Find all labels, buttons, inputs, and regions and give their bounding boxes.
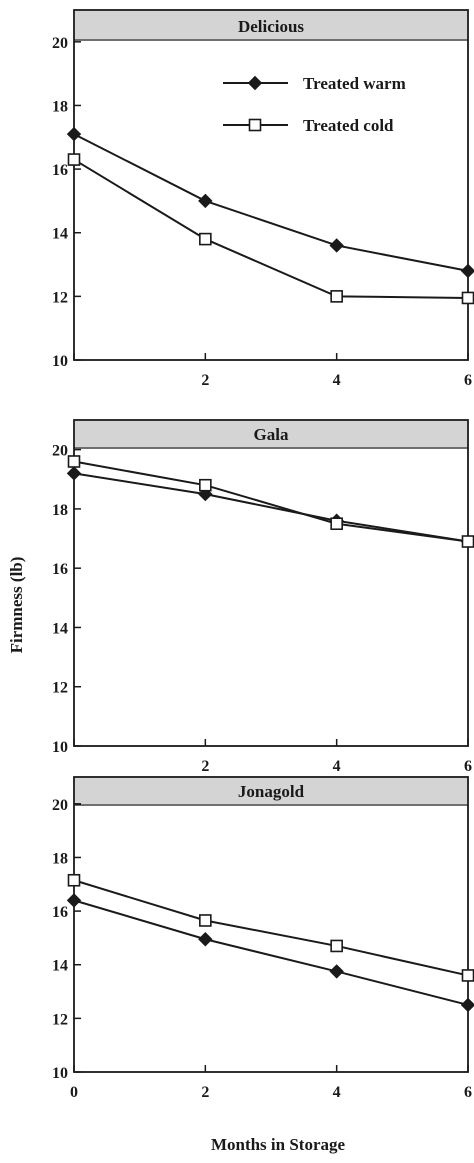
series-line-treated-cold <box>73 158 469 299</box>
x-tick-label: 2 <box>201 1084 209 1101</box>
x-tick-label: 6 <box>464 758 472 775</box>
x-tick-label: 0 <box>70 1084 78 1101</box>
y-tick-label: 16 <box>52 561 68 578</box>
plot-frame <box>73 9 469 361</box>
panel-title: Delicious <box>238 17 304 36</box>
y-tick-label: 12 <box>52 680 68 697</box>
data-point-treated-cold <box>330 939 343 953</box>
data-point-treated-cold <box>461 969 474 982</box>
plot-frame <box>73 419 469 747</box>
data-point-treated-cold <box>67 455 81 468</box>
data-point-treated-warm <box>66 893 82 908</box>
series-line-treated-cold <box>73 879 469 977</box>
x-tick-label: 4 <box>333 372 341 389</box>
y-tick-label: 10 <box>52 1065 68 1082</box>
series-line-treated-cold <box>73 460 469 543</box>
data-point-treated-cold <box>330 290 343 303</box>
chart-panel-gala: Gala 10 12 14 16 18 20 2 4 6 <box>52 419 474 775</box>
y-tick-label: 12 <box>52 1011 68 1028</box>
data-point-treated-cold <box>199 914 212 927</box>
data-point-treated-cold <box>199 478 212 492</box>
data-point-treated-warm <box>66 466 82 481</box>
series-line-treated-warm <box>73 899 469 1006</box>
chart-panel-jonagold: Jonagold 10 12 14 16 18 20 0 2 4 6 <box>52 776 474 1101</box>
y-tick-label: 20 <box>52 35 68 52</box>
data-point-treated-warm <box>329 238 344 253</box>
legend-label-treated-warm: Treated warm <box>303 74 406 93</box>
y-tick-label: 12 <box>52 289 68 306</box>
legend: Treated warm Treated cold <box>223 74 406 135</box>
y-tick-label: 18 <box>52 850 68 867</box>
data-point-treated-warm <box>66 126 82 142</box>
y-tick-label: 20 <box>52 797 68 814</box>
legend-marker-treated-cold <box>248 118 262 132</box>
legend-label-treated-cold: Treated cold <box>303 116 394 135</box>
series-line-treated-warm <box>73 472 469 543</box>
data-point-treated-warm <box>198 193 213 209</box>
x-axis-title: Months in Storage <box>211 1135 346 1154</box>
panel-title-band <box>75 11 467 39</box>
x-tick-label: 4 <box>333 1084 341 1101</box>
panel-title: Gala <box>254 425 289 444</box>
x-tick-label: 2 <box>201 758 209 775</box>
data-point-treated-warm <box>460 263 474 279</box>
data-point-treated-cold <box>199 232 212 246</box>
y-tick-label: 20 <box>52 443 68 460</box>
x-tick-label: 6 <box>464 1084 472 1101</box>
y-tick-label: 10 <box>52 353 68 370</box>
y-tick-label: 18 <box>52 502 68 519</box>
panel-title: Jonagold <box>238 782 305 801</box>
y-tick-label: 18 <box>52 98 68 115</box>
x-tick-label: 4 <box>333 758 341 775</box>
y-tick-label: 16 <box>52 162 68 179</box>
legend-marker-treated-warm <box>247 75 263 91</box>
data-point-treated-warm <box>460 997 474 1013</box>
data-point-treated-cold <box>461 291 474 305</box>
plot-frame <box>73 776 469 1073</box>
data-point-treated-cold <box>67 873 81 887</box>
y-tick-label: 10 <box>52 739 68 756</box>
y-tick-label: 14 <box>52 620 68 637</box>
data-point-treated-warm <box>198 932 213 947</box>
data-point-treated-cold <box>461 535 474 548</box>
panel-title-band <box>75 421 467 447</box>
series-line-treated-warm <box>73 133 469 272</box>
y-axis-title: Firmness (lb) <box>7 557 26 654</box>
y-tick-label: 16 <box>52 904 68 921</box>
x-tick-label: 6 <box>464 372 472 389</box>
y-tick-label: 14 <box>52 226 68 243</box>
data-point-treated-cold <box>67 153 81 166</box>
y-tick-label: 14 <box>52 958 68 975</box>
data-point-treated-cold <box>330 517 343 531</box>
panel-title-band <box>75 778 467 804</box>
x-tick-label: 2 <box>201 372 209 389</box>
data-point-treated-warm <box>329 964 344 979</box>
